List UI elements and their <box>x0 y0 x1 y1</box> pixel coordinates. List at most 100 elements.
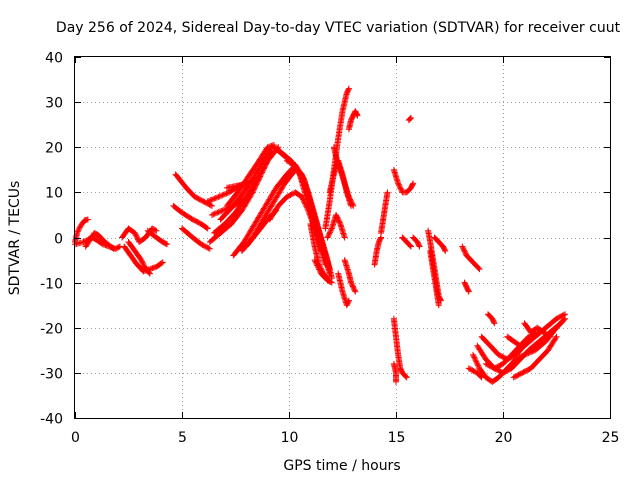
data-point <box>345 86 352 93</box>
data-point <box>407 243 414 250</box>
data-point <box>226 204 233 211</box>
data-point <box>302 202 309 209</box>
data-point <box>472 357 479 364</box>
x-tick-label: 25 <box>602 430 620 446</box>
data-point <box>313 261 320 268</box>
data-point <box>470 353 477 360</box>
data-point <box>560 311 567 318</box>
data-point <box>216 208 223 215</box>
data-point <box>552 335 559 342</box>
data-point <box>223 190 230 197</box>
y-axis-label: SDTVAR / TECUs <box>7 181 23 296</box>
data-point <box>416 242 423 249</box>
series-arc-20a <box>510 333 560 381</box>
data-point <box>218 192 225 199</box>
series-arc-3a <box>144 227 171 248</box>
data-point <box>341 234 348 241</box>
series-arc-14b <box>378 189 391 236</box>
data-point <box>139 259 146 266</box>
series-arc-19e <box>465 365 485 381</box>
data-point <box>164 241 171 248</box>
data-point <box>300 197 307 204</box>
data-point <box>214 209 221 216</box>
data-point <box>299 195 306 202</box>
data-point <box>403 374 410 381</box>
series-arc-2c <box>125 239 153 277</box>
y-tick-label: 10 <box>45 186 63 202</box>
series-arc-20c <box>504 333 530 349</box>
data-point <box>336 218 343 225</box>
data-point <box>465 287 472 294</box>
series-arc-18c <box>485 311 498 327</box>
data-point <box>346 195 353 202</box>
data-point <box>562 311 569 318</box>
data-point <box>407 115 414 122</box>
data-point <box>115 244 122 251</box>
data-point <box>76 225 83 232</box>
data-point <box>241 196 248 203</box>
data-point <box>349 201 356 208</box>
data-point <box>224 189 231 196</box>
series-arc-5a <box>172 171 215 209</box>
series-arc-20b <box>521 320 554 340</box>
series-arc-12c <box>324 211 348 241</box>
data-point <box>477 373 484 380</box>
data-point <box>208 196 215 203</box>
data-point <box>215 193 222 200</box>
x-tick-label: 0 <box>71 430 80 446</box>
data-point <box>223 205 230 212</box>
plot-frame <box>74 56 611 419</box>
data-point <box>327 279 334 286</box>
data-point <box>407 114 414 121</box>
series-arc-9d <box>290 162 335 282</box>
data-point <box>311 257 318 264</box>
data-point <box>206 245 213 252</box>
data-point <box>348 200 355 207</box>
data-point <box>349 283 356 290</box>
data-point <box>312 259 319 266</box>
data-point <box>239 196 246 203</box>
chart-title: Day 256 of 2024, Sidereal Day-to-day VTE… <box>56 20 621 36</box>
data-point <box>553 333 560 340</box>
data-point <box>325 233 332 240</box>
data-point <box>347 197 354 204</box>
data-point <box>478 374 485 381</box>
data-point <box>410 180 417 187</box>
x-tick-label: 15 <box>388 430 406 446</box>
series-arc-14a <box>371 234 385 268</box>
data-point <box>557 320 564 327</box>
data-point <box>461 248 468 255</box>
series-arc-15c <box>390 360 399 385</box>
data-point <box>141 263 148 270</box>
series-arc-2b <box>121 243 166 275</box>
data-point <box>252 177 259 184</box>
data-point <box>304 206 311 213</box>
data-point <box>393 378 399 385</box>
data-point <box>441 246 448 253</box>
data-point <box>349 282 356 289</box>
data-point <box>395 180 402 187</box>
data-point <box>253 176 260 183</box>
series-arc-0c <box>82 229 117 252</box>
series-arc-18b <box>461 279 472 295</box>
data-point <box>303 204 310 211</box>
data-point <box>211 210 218 217</box>
x-tick-label: 20 <box>495 430 513 446</box>
data-point <box>303 203 310 210</box>
data-point <box>396 184 403 191</box>
data-point <box>215 209 222 216</box>
data-point <box>302 200 309 207</box>
data-point <box>152 227 159 234</box>
data-point <box>395 181 402 188</box>
data-point <box>523 338 530 345</box>
data-point <box>350 284 357 291</box>
data-marks <box>72 85 569 385</box>
data-point <box>214 194 221 201</box>
data-point <box>109 244 116 251</box>
data-point <box>208 211 215 218</box>
data-point <box>110 245 117 252</box>
y-tick-label: -20 <box>40 322 63 338</box>
data-point <box>475 265 482 272</box>
data-point <box>442 248 449 255</box>
